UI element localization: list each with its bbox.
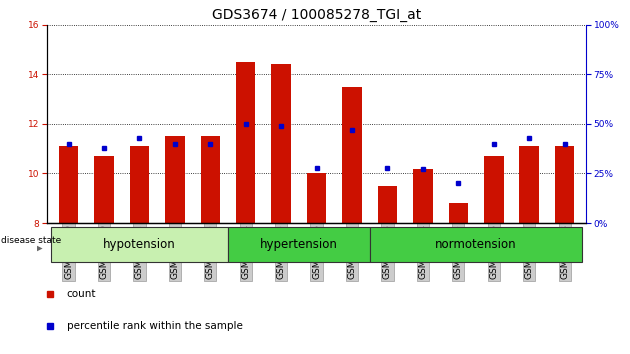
Bar (59, 146, 78, 223)
Text: hypertension: hypertension (260, 238, 338, 251)
Bar (520, 146, 539, 223)
Text: disease state: disease state (1, 235, 61, 245)
Bar (307, 173, 326, 223)
Bar (484, 156, 503, 223)
Bar (342, 87, 362, 223)
Title: GDS3674 / 100085278_TGI_at: GDS3674 / 100085278_TGI_at (212, 8, 421, 22)
Bar (228, 227, 370, 262)
Bar (370, 227, 582, 262)
Bar (555, 146, 575, 223)
Text: normotension: normotension (435, 238, 517, 251)
Text: percentile rank within the sample: percentile rank within the sample (67, 321, 243, 331)
Bar (130, 146, 149, 223)
Bar (272, 64, 291, 223)
Bar (165, 136, 185, 223)
Bar (378, 186, 397, 223)
Bar (200, 136, 220, 223)
Bar (449, 203, 468, 223)
Bar (94, 156, 113, 223)
Text: hypotension: hypotension (103, 238, 176, 251)
Bar (413, 169, 433, 223)
Text: count: count (67, 289, 96, 299)
Bar (51, 227, 228, 262)
Bar (236, 62, 255, 223)
